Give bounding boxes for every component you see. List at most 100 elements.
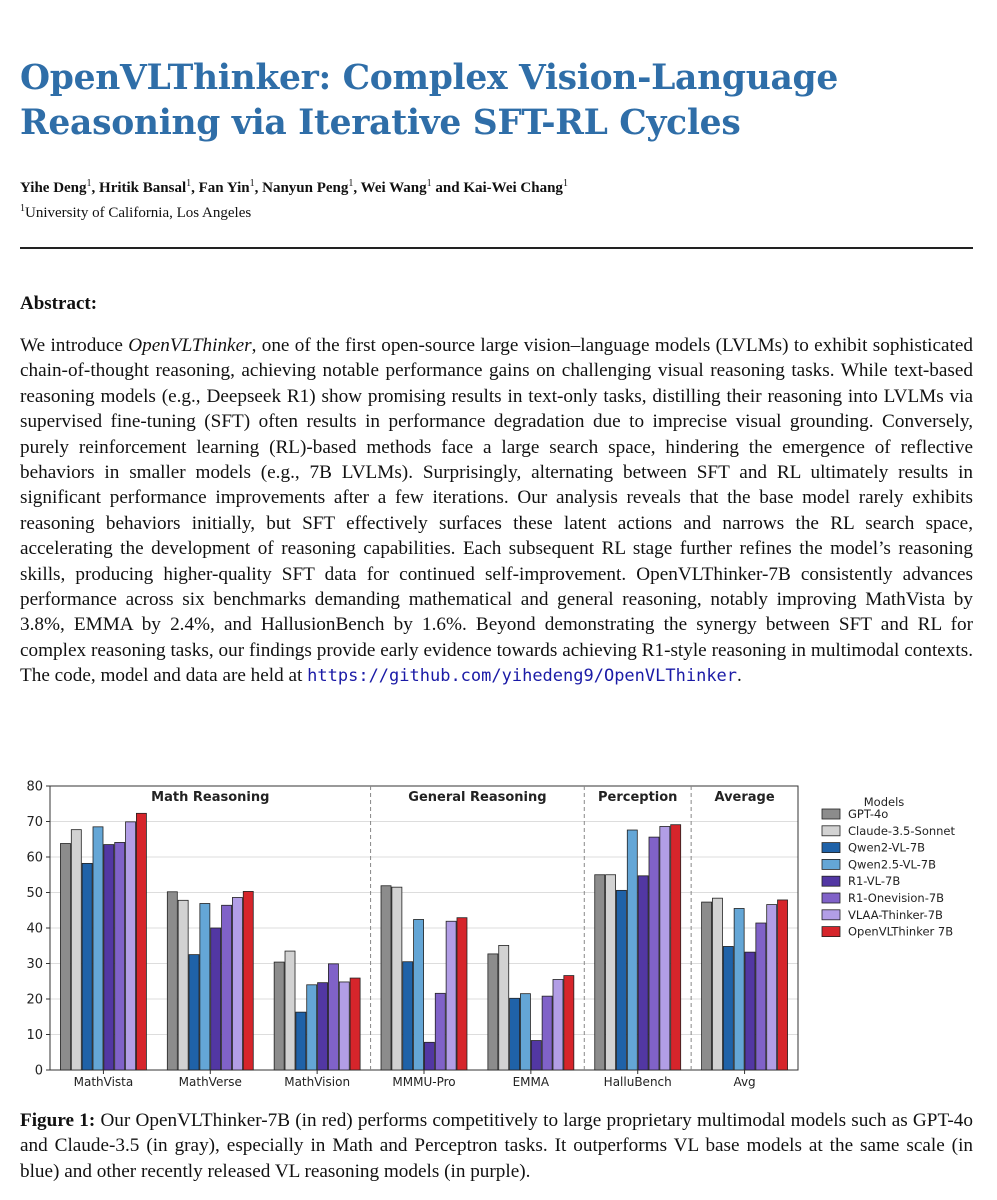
caption-text: Our OpenVLThinker-7B (in red) performs c… xyxy=(20,1110,973,1182)
bar xyxy=(221,904,232,1071)
legend-label: Qwen2.5-VL-7B xyxy=(848,857,936,871)
y-tick-label: 0 xyxy=(35,1064,43,1079)
y-tick-label: 20 xyxy=(26,993,43,1008)
bar xyxy=(338,981,350,1071)
legend-label: OpenVLThinker 7B xyxy=(848,925,953,939)
bar xyxy=(210,927,222,1071)
x-tick-label: MathVerse xyxy=(179,1075,242,1089)
bar xyxy=(166,891,178,1071)
author: Nanyun Peng xyxy=(262,180,349,196)
y-tick-label: 50 xyxy=(26,886,43,901)
bar xyxy=(188,954,200,1071)
bar xyxy=(744,951,756,1071)
legend-swatch xyxy=(821,842,841,853)
legend-swatch xyxy=(821,808,841,820)
group-label: General Reasoning xyxy=(408,790,546,805)
caption-label: Figure 1: xyxy=(20,1110,96,1131)
y-tick-label: 70 xyxy=(26,815,43,830)
author: Hritik Bansal xyxy=(99,180,187,196)
title-line-1: OpenVLThinker: Complex Vision-Language xyxy=(20,58,839,98)
legend-label: GPT-4o xyxy=(848,807,888,821)
author-affiliation: 1 xyxy=(562,178,568,189)
bar-chart-svg: 0 10 20 30 40 50 60 70 80 Math Reasoning General R… xyxy=(26,780,956,1090)
abstract-text: , one of the first open-source large vis… xyxy=(20,335,973,687)
bar xyxy=(777,899,788,1071)
bar xyxy=(594,874,606,1071)
author-affiliation: 1 xyxy=(86,178,92,189)
bar xyxy=(242,891,254,1071)
bar xyxy=(755,922,767,1071)
bar xyxy=(92,826,104,1071)
author: Wei Wang xyxy=(360,180,427,196)
bar xyxy=(273,961,285,1071)
bar xyxy=(552,979,564,1071)
author: Yihe Deng xyxy=(20,180,87,196)
figure-1-chart: 0 10 20 30 40 50 60 70 80 Math Reasoning General R… xyxy=(20,778,982,1096)
abstract-model-name: OpenVLThinker xyxy=(128,335,252,356)
bar xyxy=(114,842,126,1071)
bar xyxy=(424,1041,435,1071)
bar xyxy=(328,963,339,1071)
legend-swatch xyxy=(821,825,841,837)
bar xyxy=(498,944,510,1071)
author-affiliation: 1 xyxy=(249,178,255,189)
author-conjunction: and xyxy=(435,180,460,196)
bar xyxy=(563,975,575,1071)
group-label: Perception xyxy=(598,790,677,805)
bar xyxy=(712,897,723,1071)
bar xyxy=(541,995,553,1071)
x-tick-label: MathVision xyxy=(284,1075,350,1089)
abstract-heading: Abstract: xyxy=(20,293,98,314)
bar xyxy=(509,997,520,1071)
bar xyxy=(177,899,189,1071)
bar xyxy=(637,875,649,1071)
y-tick-label: 30 xyxy=(26,957,43,972)
legend-label: R1-VL-7B xyxy=(848,874,900,888)
legend-swatch xyxy=(821,926,841,938)
bar xyxy=(232,897,243,1071)
bar xyxy=(70,829,82,1071)
x-tick-label: EMMA xyxy=(513,1075,550,1089)
author-list: Yihe Deng1, Hritik Bansal1, Fan Yin1, Na… xyxy=(20,178,568,196)
bar xyxy=(284,950,296,1071)
legend-label: Claude-3.5-Sonnet xyxy=(848,824,956,838)
y-tick-label: 10 xyxy=(26,1028,43,1043)
bar xyxy=(605,874,616,1071)
bar xyxy=(434,992,446,1071)
bar xyxy=(349,977,361,1071)
legend-swatch xyxy=(821,909,841,921)
bar xyxy=(616,889,627,1071)
bar xyxy=(125,821,136,1071)
author: Kai-Wei Chang xyxy=(463,180,563,196)
bar xyxy=(60,843,71,1071)
bar xyxy=(413,919,424,1071)
affiliation: 1University of California, Los Angeles xyxy=(20,203,251,222)
bar xyxy=(103,844,115,1071)
bar xyxy=(530,1040,542,1071)
author-affiliation: 1 xyxy=(186,178,192,189)
title-line-2: Reasoning via Iterative SFT-RL Cycles xyxy=(20,103,741,143)
affiliation-number: 1 xyxy=(20,203,25,214)
legend-label: VLAA-Thinker-7B xyxy=(848,908,943,922)
y-tick-label: 40 xyxy=(26,922,43,937)
author: Fan Yin xyxy=(198,180,250,196)
legend-swatch xyxy=(821,875,841,887)
bar xyxy=(626,829,638,1071)
bar xyxy=(445,920,457,1071)
bar xyxy=(701,901,712,1071)
bar xyxy=(733,908,745,1071)
github-link[interactable]: https://github.com/yihedeng9/OpenVLThink… xyxy=(307,666,738,687)
bar xyxy=(306,984,318,1071)
legend-swatch xyxy=(821,859,841,870)
bar xyxy=(766,904,778,1071)
abstract-body: We introduce OpenVLThinker, one of the f… xyxy=(20,333,973,690)
legend-label: R1-Onevision-7B xyxy=(848,891,944,905)
header-rule xyxy=(20,247,973,249)
bar xyxy=(520,993,531,1071)
legend-title: Models xyxy=(864,795,905,809)
bar xyxy=(295,1011,307,1071)
bar xyxy=(380,885,392,1071)
bar xyxy=(648,836,660,1071)
author-affiliation: 1 xyxy=(348,178,354,189)
affiliation-name: University of California, Los Angeles xyxy=(25,205,252,221)
